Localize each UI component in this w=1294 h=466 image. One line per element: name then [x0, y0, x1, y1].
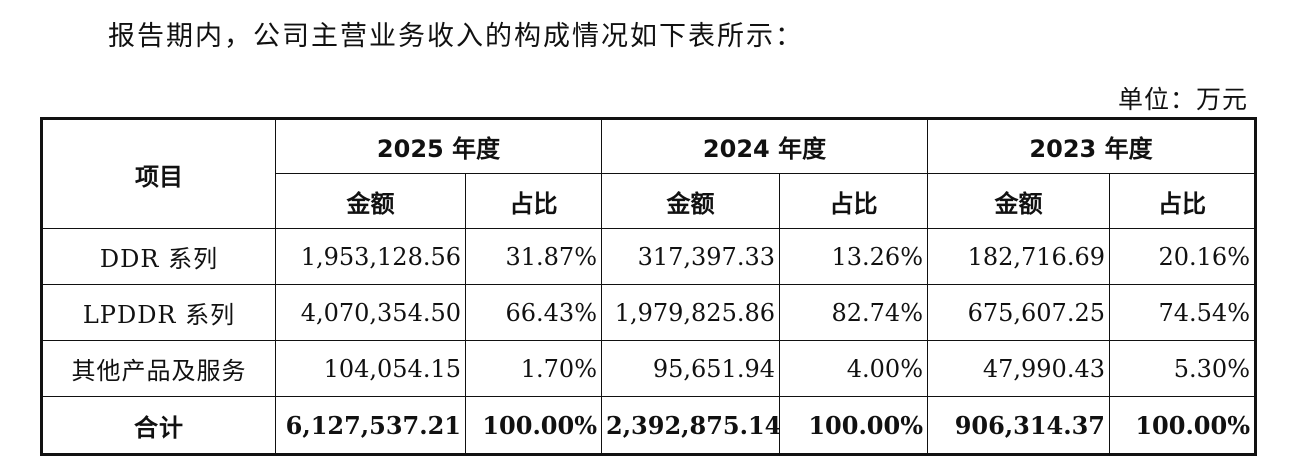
year-header-2024: 2024 年度	[601, 118, 928, 174]
total-amount-cell: 906,314.37	[927, 396, 1110, 455]
amount-header: 金额	[275, 173, 466, 229]
ratio-header: 占比	[465, 173, 602, 229]
amount-cell: 47,990.43	[927, 340, 1110, 397]
row-label: LPDDR 系列	[41, 284, 276, 341]
ratio-cell: 4.00%	[779, 340, 928, 397]
total-ratio-cell: 100.00%	[465, 396, 602, 455]
amount-cell: 95,651.94	[601, 340, 780, 397]
unit-label: 单位：万元	[1117, 85, 1248, 114]
year-header-2023: 2023 年度	[927, 118, 1256, 174]
ratio-cell: 20.16%	[1109, 228, 1256, 285]
ratio-cell: 82.74%	[779, 284, 928, 341]
header-row-years: 项目 2025 年度 2024 年度 2023 年度	[41, 118, 1256, 229]
amount-cell: 675,607.25	[927, 284, 1110, 341]
total-ratio-cell: 100.00%	[1109, 396, 1256, 455]
revenue-composition-table: 项目 2025 年度 2024 年度 2023 年度 金额 占比 金额 占比 金…	[40, 117, 1257, 456]
item-header: 项目	[41, 118, 276, 229]
amount-cell: 4,070,354.50	[275, 284, 466, 341]
ratio-cell: 13.26%	[779, 228, 928, 285]
amount-cell: 104,054.15	[275, 340, 466, 397]
ratio-cell: 66.43%	[465, 284, 602, 341]
table-row-ddr: DDR 系列 1,953,128.56 31.87% 317,397.33 13…	[41, 228, 1256, 285]
ratio-header: 占比	[779, 173, 928, 229]
ratio-cell: 1.70%	[465, 340, 602, 397]
total-amount-cell: 2,392,875.14	[601, 396, 780, 455]
amount-header: 金额	[601, 173, 780, 229]
ratio-header: 占比	[1109, 173, 1256, 229]
row-label: DDR 系列	[41, 228, 276, 285]
total-ratio-cell: 100.00%	[779, 396, 928, 455]
total-amount-cell: 6,127,537.21	[275, 396, 466, 455]
year-header-2025: 2025 年度	[275, 118, 602, 174]
ratio-cell: 31.87%	[465, 228, 602, 285]
table-row-other: 其他产品及服务 104,054.15 1.70% 95,651.94 4.00%…	[41, 340, 1256, 397]
total-label: 合计	[41, 396, 276, 455]
intro-text: 报告期内，公司主营业务收入的构成情况如下表所示：	[108, 21, 804, 52]
ratio-cell: 5.30%	[1109, 340, 1256, 397]
table-row-total: 合计 6,127,537.21 100.00% 2,392,875.14 100…	[41, 396, 1256, 455]
ratio-cell: 74.54%	[1109, 284, 1256, 341]
row-label: 其他产品及服务	[41, 340, 276, 397]
amount-cell: 1,979,825.86	[601, 284, 780, 341]
amount-cell: 317,397.33	[601, 228, 780, 285]
table-row-lpddr: LPDDR 系列 4,070,354.50 66.43% 1,979,825.8…	[41, 284, 1256, 341]
amount-cell: 1,953,128.56	[275, 228, 466, 285]
amount-cell: 182,716.69	[927, 228, 1110, 285]
amount-header: 金额	[927, 173, 1110, 229]
